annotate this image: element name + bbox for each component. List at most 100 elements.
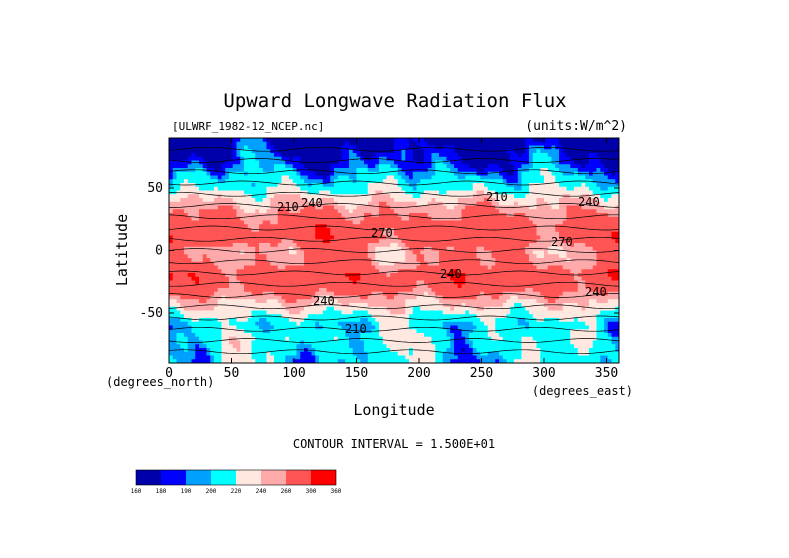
heatmap-cell: [326, 231, 331, 236]
heatmap-cell: [390, 198, 395, 203]
heatmap-cell: [454, 145, 459, 150]
heatmap-cell: [180, 149, 185, 154]
heatmap-cell: [262, 160, 267, 165]
heatmap-cell: [289, 153, 294, 158]
heatmap-cell: [356, 141, 361, 146]
heatmap-cell: [461, 246, 466, 251]
heatmap-cell: [352, 265, 357, 270]
heatmap-cell: [555, 179, 560, 184]
heatmap-cell: [480, 145, 485, 150]
heatmap-cell: [607, 153, 612, 158]
heatmap-cell: [416, 153, 421, 158]
heatmap-cell: [465, 239, 470, 244]
heatmap-cell: [529, 235, 534, 240]
heatmap-cell: [589, 186, 594, 191]
heatmap-cell: [240, 220, 245, 225]
heatmap-cell: [386, 243, 391, 248]
heatmap-cell: [559, 235, 564, 240]
heatmap-cell: [521, 201, 526, 206]
heatmap-cell: [439, 284, 444, 289]
heatmap-cell: [187, 243, 192, 248]
heatmap-cell: [371, 213, 376, 218]
heatmap-cell: [405, 198, 410, 203]
heatmap-cell: [191, 224, 196, 229]
heatmap-cell: [397, 254, 402, 259]
heatmap-cell: [364, 164, 369, 169]
heatmap-cell: [521, 265, 526, 270]
heatmap-cell: [364, 254, 369, 259]
heatmap-cell: [382, 194, 387, 199]
heatmap-cell: [592, 269, 597, 274]
heatmap-cell: [517, 209, 522, 214]
heatmap-cell: [461, 288, 466, 293]
heatmap-cell: [262, 269, 267, 274]
heatmap-cell: [469, 254, 474, 259]
heatmap-cell: [176, 288, 181, 293]
heatmap-cell: [611, 250, 616, 255]
heatmap-cell: [386, 276, 391, 281]
heatmap-cell: [529, 201, 534, 206]
heatmap-cell: [487, 198, 492, 203]
heatmap-cell: [439, 261, 444, 266]
heatmap-cell: [551, 183, 556, 188]
heatmap-cell: [574, 250, 579, 255]
heatmap-cell: [315, 261, 320, 266]
heatmap-cell: [412, 273, 417, 278]
heatmap-cell: [206, 228, 211, 233]
heatmap-cell: [480, 183, 485, 188]
heatmap-cell: [465, 261, 470, 266]
heatmap-cell: [566, 228, 571, 233]
heatmap-cell: [356, 186, 361, 191]
heatmap-cell: [427, 243, 432, 248]
heatmap-cell: [187, 231, 192, 236]
heatmap-cell: [457, 153, 462, 158]
heatmap-cell: [225, 288, 230, 293]
heatmap-cell: [236, 175, 241, 180]
heatmap-cell: [210, 201, 215, 206]
heatmap-cell: [521, 250, 526, 255]
heatmap-cell: [247, 213, 252, 218]
heatmap-cell: [202, 280, 207, 285]
heatmap-cell: [322, 258, 327, 263]
heatmap-cell: [566, 156, 571, 161]
heatmap-cell: [427, 186, 432, 191]
heatmap-cell: [334, 220, 339, 225]
heatmap-cell: [420, 228, 425, 233]
heatmap-cell: [394, 156, 399, 161]
heatmap-cell: [401, 224, 406, 229]
heatmap-cell: [551, 228, 556, 233]
heatmap-cell: [596, 153, 601, 158]
heatmap-cell: [517, 254, 522, 259]
heatmap-cell: [390, 186, 395, 191]
heatmap-cell: [600, 250, 605, 255]
heatmap-cell: [352, 284, 357, 289]
heatmap-cell: [255, 231, 260, 236]
heatmap-cell: [412, 276, 417, 281]
heatmap-cell: [210, 246, 215, 251]
heatmap-cell: [424, 258, 429, 263]
heatmap-cell: [581, 186, 586, 191]
heatmap-cell: [341, 164, 346, 169]
heatmap-cell: [457, 213, 462, 218]
heatmap-cell: [375, 190, 380, 195]
heatmap-cell: [435, 213, 440, 218]
heatmap-cell: [604, 168, 609, 173]
heatmap-cell: [319, 235, 324, 240]
heatmap-cell: [574, 246, 579, 251]
heatmap-cell: [172, 153, 177, 158]
heatmap-cell: [600, 179, 605, 184]
heatmap-cell: [255, 269, 260, 274]
heatmap-cell: [604, 160, 609, 165]
heatmap-cell: [300, 156, 305, 161]
heatmap-cell: [292, 235, 297, 240]
heatmap-cell: [371, 201, 376, 206]
heatmap-cell: [506, 280, 511, 285]
heatmap-cell: [457, 276, 462, 281]
heatmap-cell: [270, 164, 275, 169]
heatmap-cell: [262, 164, 267, 169]
heatmap-cell: [379, 280, 384, 285]
heatmap-cell: [604, 175, 609, 180]
heatmap-cell: [585, 273, 590, 278]
heatmap-cell: [585, 246, 590, 251]
heatmap-cell: [386, 168, 391, 173]
